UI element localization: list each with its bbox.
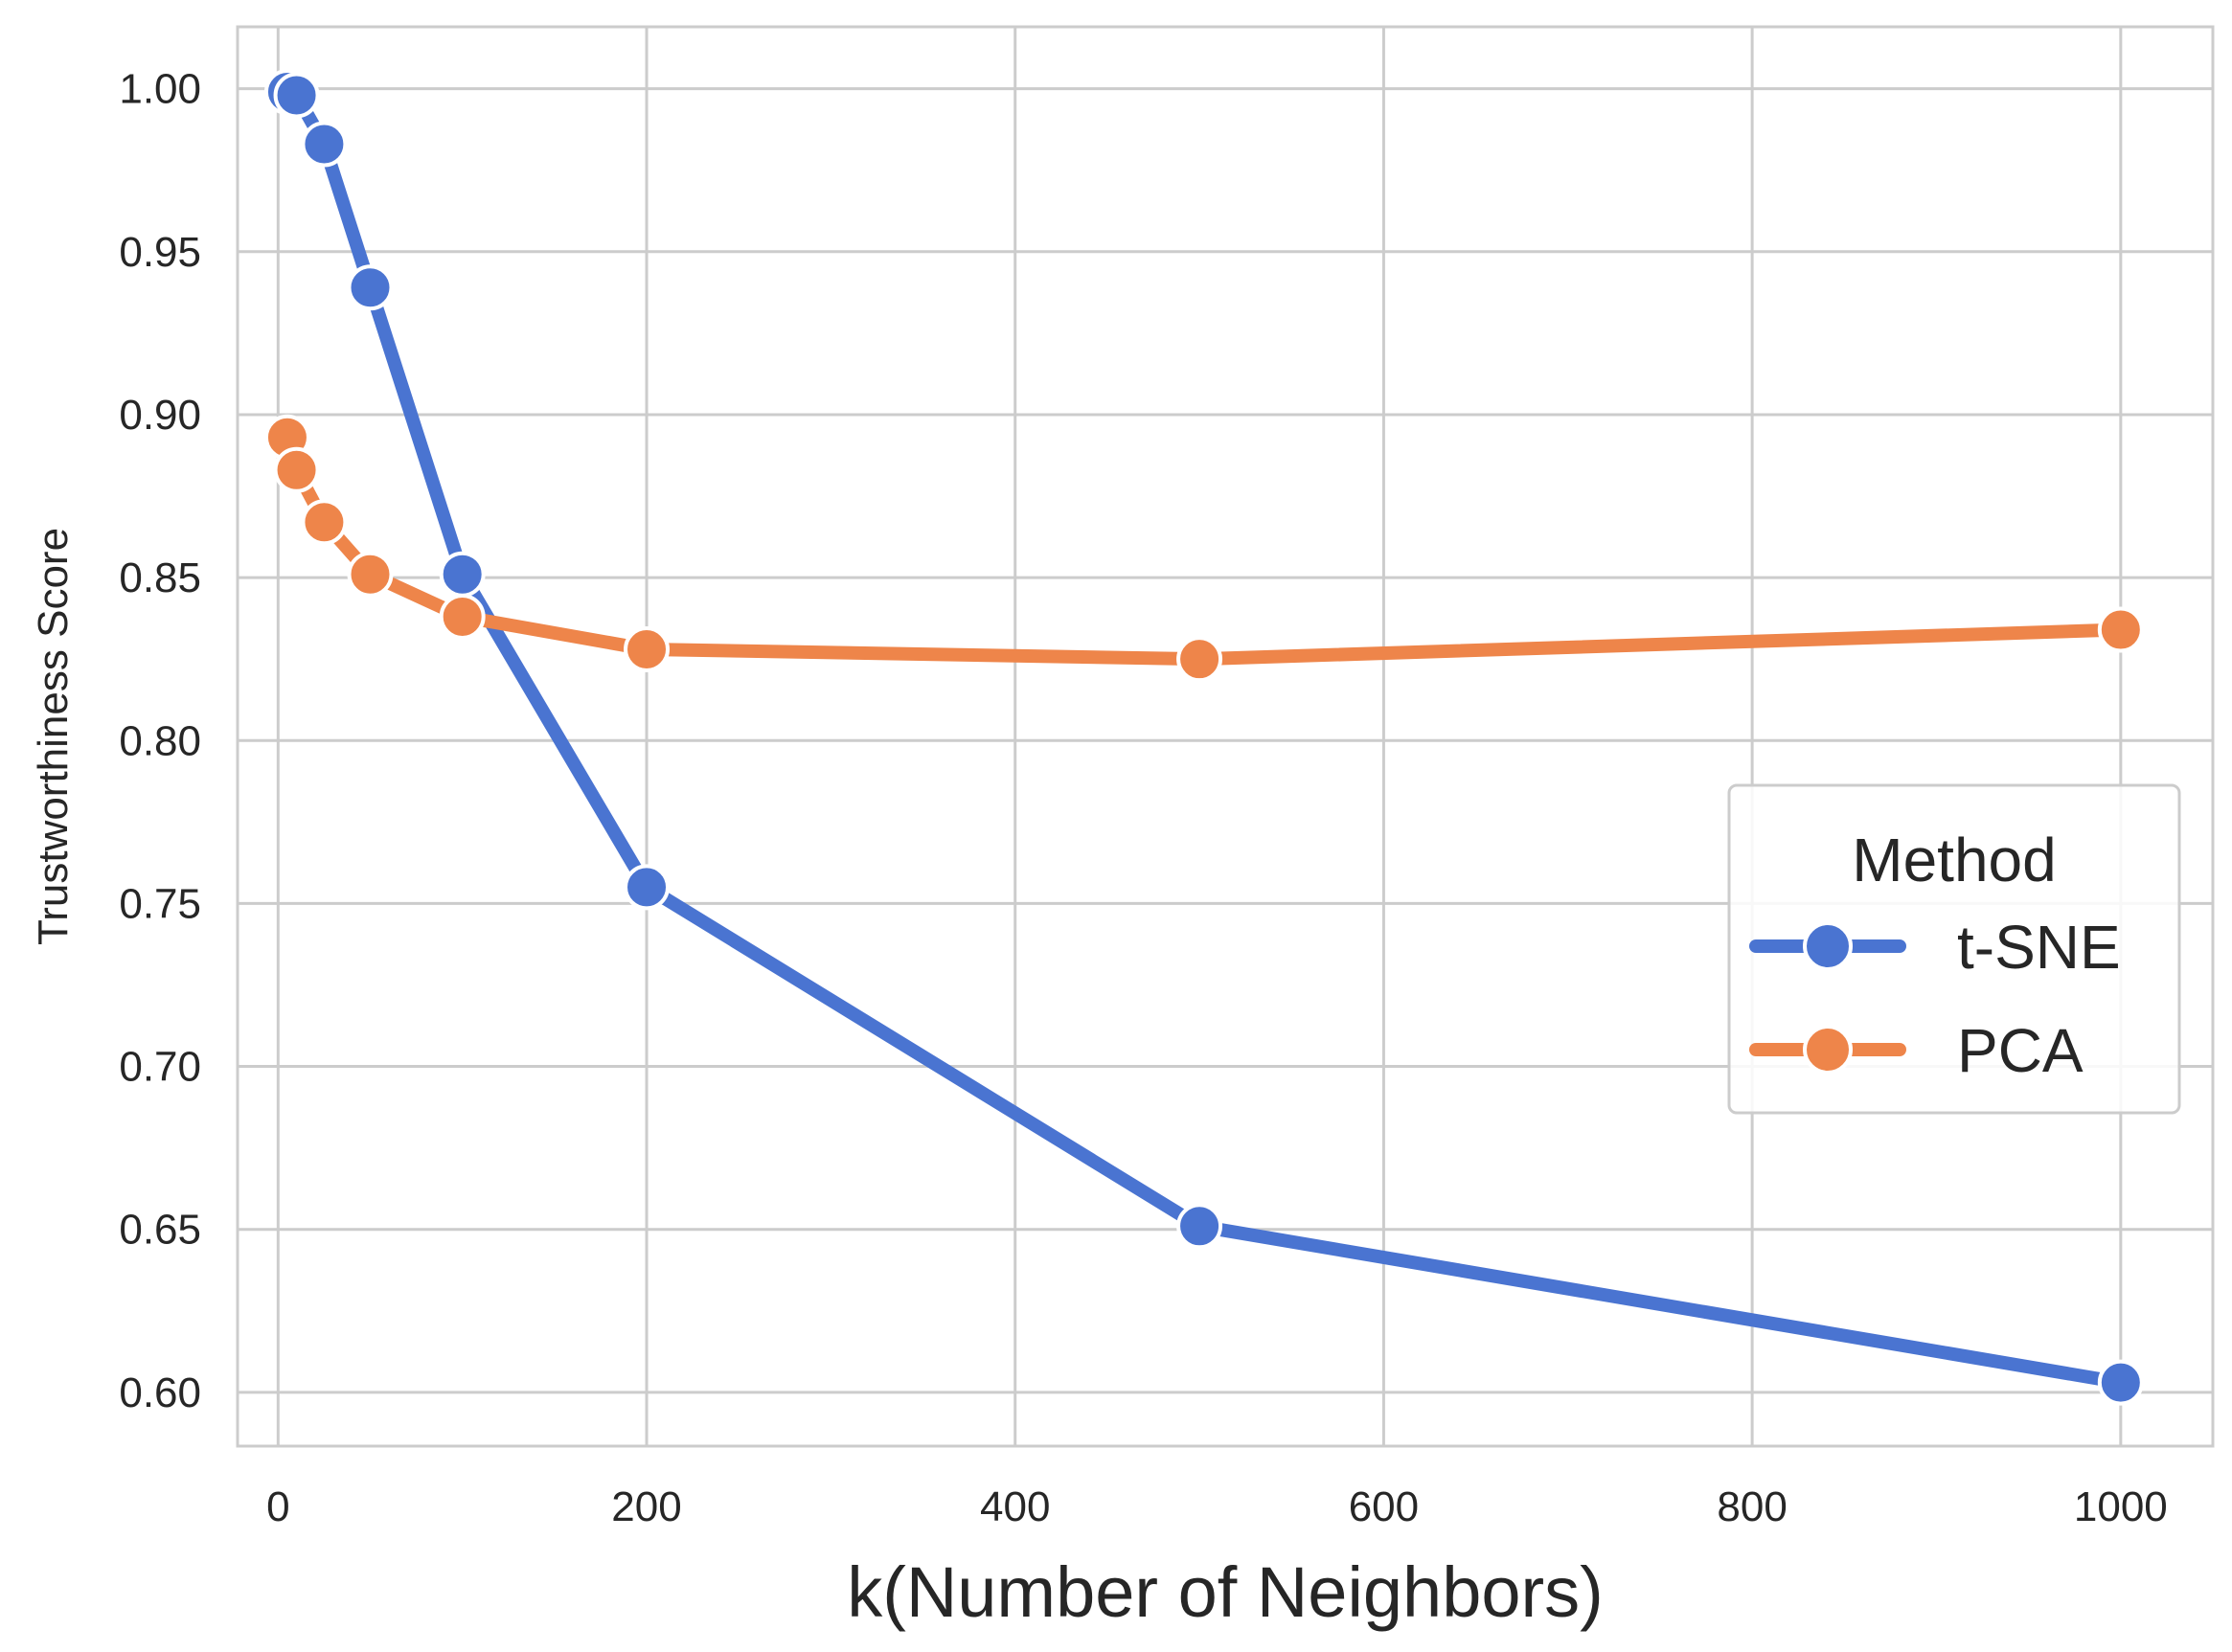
data-point xyxy=(273,446,320,493)
data-point xyxy=(273,72,320,119)
legend-label: t-SNE xyxy=(1957,913,2121,982)
x-tick-label: 1000 xyxy=(2074,1483,2168,1530)
x-tick-label: 200 xyxy=(611,1483,681,1530)
legend-entry: PCA xyxy=(1749,1016,2084,1085)
data-point xyxy=(2097,1359,2144,1406)
legend-label: PCA xyxy=(1957,1016,2084,1085)
y-tick-label: 0.85 xyxy=(119,554,201,601)
data-point xyxy=(2097,606,2144,653)
x-tick-label: 400 xyxy=(980,1483,1050,1530)
y-tick-label: 0.90 xyxy=(119,392,201,439)
x-tick-label: 800 xyxy=(1717,1483,1787,1530)
legend-marker xyxy=(1803,921,1853,971)
data-point xyxy=(1176,636,1223,683)
y-tick-label: 0.65 xyxy=(119,1207,201,1254)
data-point xyxy=(624,864,671,911)
data-point xyxy=(439,551,486,598)
data-point xyxy=(347,551,394,598)
data-point xyxy=(1176,1203,1223,1250)
data-point xyxy=(347,264,394,311)
legend-title: Method xyxy=(1852,826,2056,894)
data-point xyxy=(301,499,348,546)
y-tick-label: 0.95 xyxy=(119,229,201,276)
plot-frame xyxy=(236,25,2215,1448)
y-tick-label: 0.80 xyxy=(119,717,201,764)
legend: Method t-SNE PCA xyxy=(1727,783,2181,1115)
series-layer xyxy=(263,69,2144,1406)
legend-entry: t-SNE xyxy=(1749,913,2121,982)
series-pca xyxy=(263,414,2144,683)
y-tick-label: 1.00 xyxy=(119,66,201,113)
data-point xyxy=(439,593,486,640)
data-point xyxy=(624,625,671,672)
y-axis-ticks: 0.60 0.65 0.70 0.75 0.80 0.85 0.90 0.95 1.00 xyxy=(119,66,201,1416)
x-tick-label: 600 xyxy=(1349,1483,1419,1530)
y-tick-label: 0.70 xyxy=(119,1044,201,1091)
y-axis-label: Trustworthiness Score xyxy=(30,528,77,945)
y-tick-label: 0.75 xyxy=(119,880,201,927)
x-axis-ticks: 0 200 400 600 800 1000 xyxy=(266,1483,2168,1530)
y-tick-label: 0.60 xyxy=(119,1369,201,1416)
legend-entries: t-SNE PCA xyxy=(1749,913,2121,1085)
x-tick-label: 0 xyxy=(266,1483,289,1530)
data-point xyxy=(301,121,348,168)
series-t-sne xyxy=(263,69,2144,1406)
legend-marker xyxy=(1803,1025,1853,1075)
x-axis-label: k(Number of Neighbors) xyxy=(847,1552,1604,1632)
